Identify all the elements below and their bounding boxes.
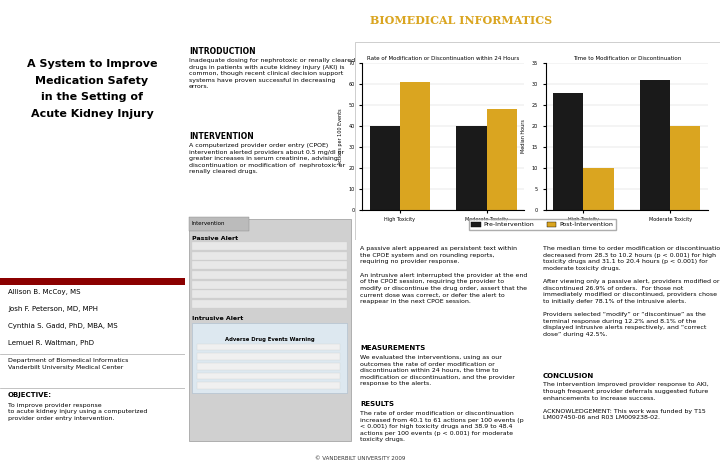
Text: Adverse Drug Events Warning: Adverse Drug Events Warning [225,337,315,342]
Text: BIOMEDICAL INFORMATICS: BIOMEDICAL INFORMATICS [370,14,552,26]
Title: Time to Modification or Discontinuation: Time to Modification or Discontinuation [572,56,681,61]
Bar [0,278,185,285]
Bar [192,281,347,289]
Text: To improve provider response
to acute kidney injury using a computerized
provide: To improve provider response to acute ki… [8,403,148,421]
Text: INTERVENTION: INTERVENTION [189,132,253,141]
Bar [553,93,583,210]
Text: We evaluated the interventions, using as our
outcomes the rate of order modifica: We evaluated the interventions, using as… [361,355,516,386]
Text: Intervention: Intervention [192,221,225,226]
Text: The median time to order modification or discontinuation
decreased from 28.3 to : The median time to order modification or… [543,246,720,337]
Text: A passive alert appeared as persistent text within
the CPOE system and on roundi: A passive alert appeared as persistent t… [361,246,528,304]
Bar [197,382,340,389]
Text: Inadequate dosing for nephrotoxic or renally cleared
drugs in patients with acut: Inadequate dosing for nephrotoxic or ren… [189,59,355,89]
Bar [192,323,347,393]
Bar [189,217,249,231]
Text: CONCLUSION: CONCLUSION [543,373,594,379]
Bar [670,126,701,210]
Bar [369,126,400,210]
Text: MEASUREMENTS: MEASUREMENTS [361,345,426,352]
Text: VANDERBILT: VANDERBILT [10,14,94,26]
Y-axis label: Actions per 100 Events: Actions per 100 Events [338,108,343,165]
Bar [192,291,347,298]
Text: A computerized provider order entry (CPOE)
intervention alerted providers about : A computerized provider order entry (CPO… [189,144,345,174]
Bar [192,271,347,279]
Text: Department of Biomedical Informatics
Vanderbilt University Medical Center: Department of Biomedical Informatics Van… [8,358,128,370]
Bar [192,242,347,250]
Polygon shape [149,4,181,36]
Bar [487,109,517,210]
Bar [197,344,340,351]
Text: RESULTS: RESULTS [361,401,395,407]
Text: School of Medicine: School of Medicine [190,15,298,25]
Bar [456,126,487,210]
Text: A System to Improve
Medication Safety
in the Setting of
Acute Kidney Injury: A System to Improve Medication Safety in… [27,60,157,119]
Bar [400,82,431,210]
Bar [192,261,347,269]
Text: The rate of order modification or discontinuation
increased from 40.1 to 61 acti: The rate of order modification or discon… [361,411,524,442]
Text: © VANDERBILT UNIVERSITY 2009: © VANDERBILT UNIVERSITY 2009 [315,456,405,460]
Bar [192,252,347,259]
Text: INTRODUCTION: INTRODUCTION [189,47,256,56]
Text: Results: Results [673,51,706,60]
Text: Intrusive Alert: Intrusive Alert [192,316,243,320]
Title: Rate of Modification or Discontinuation within 24 Hours: Rate of Modification or Discontinuation … [367,56,519,61]
Bar [583,168,614,210]
Bar [640,80,670,210]
Bar [197,372,340,379]
Text: Allison B. McCoy, MS

Josh F. Peterson, MD, MPH

Cynthia S. Gadd, PhD, MBA, MS

: Allison B. McCoy, MS Josh F. Peterson, M… [8,289,117,345]
Text: The intervention improved provider response to AKI,
though frequent provider def: The intervention improved provider respo… [543,382,708,420]
Text: Passive Alert: Passive Alert [192,236,238,241]
Bar [189,219,351,441]
Bar [192,300,347,308]
Legend: Pre-Intervention, Post-Intervention: Pre-Intervention, Post-Intervention [469,219,616,230]
Bar [197,363,340,370]
Bar [197,353,340,360]
Y-axis label: Median Hours: Median Hours [521,120,526,153]
Text: OBJECTIVE:: OBJECTIVE: [8,392,52,398]
